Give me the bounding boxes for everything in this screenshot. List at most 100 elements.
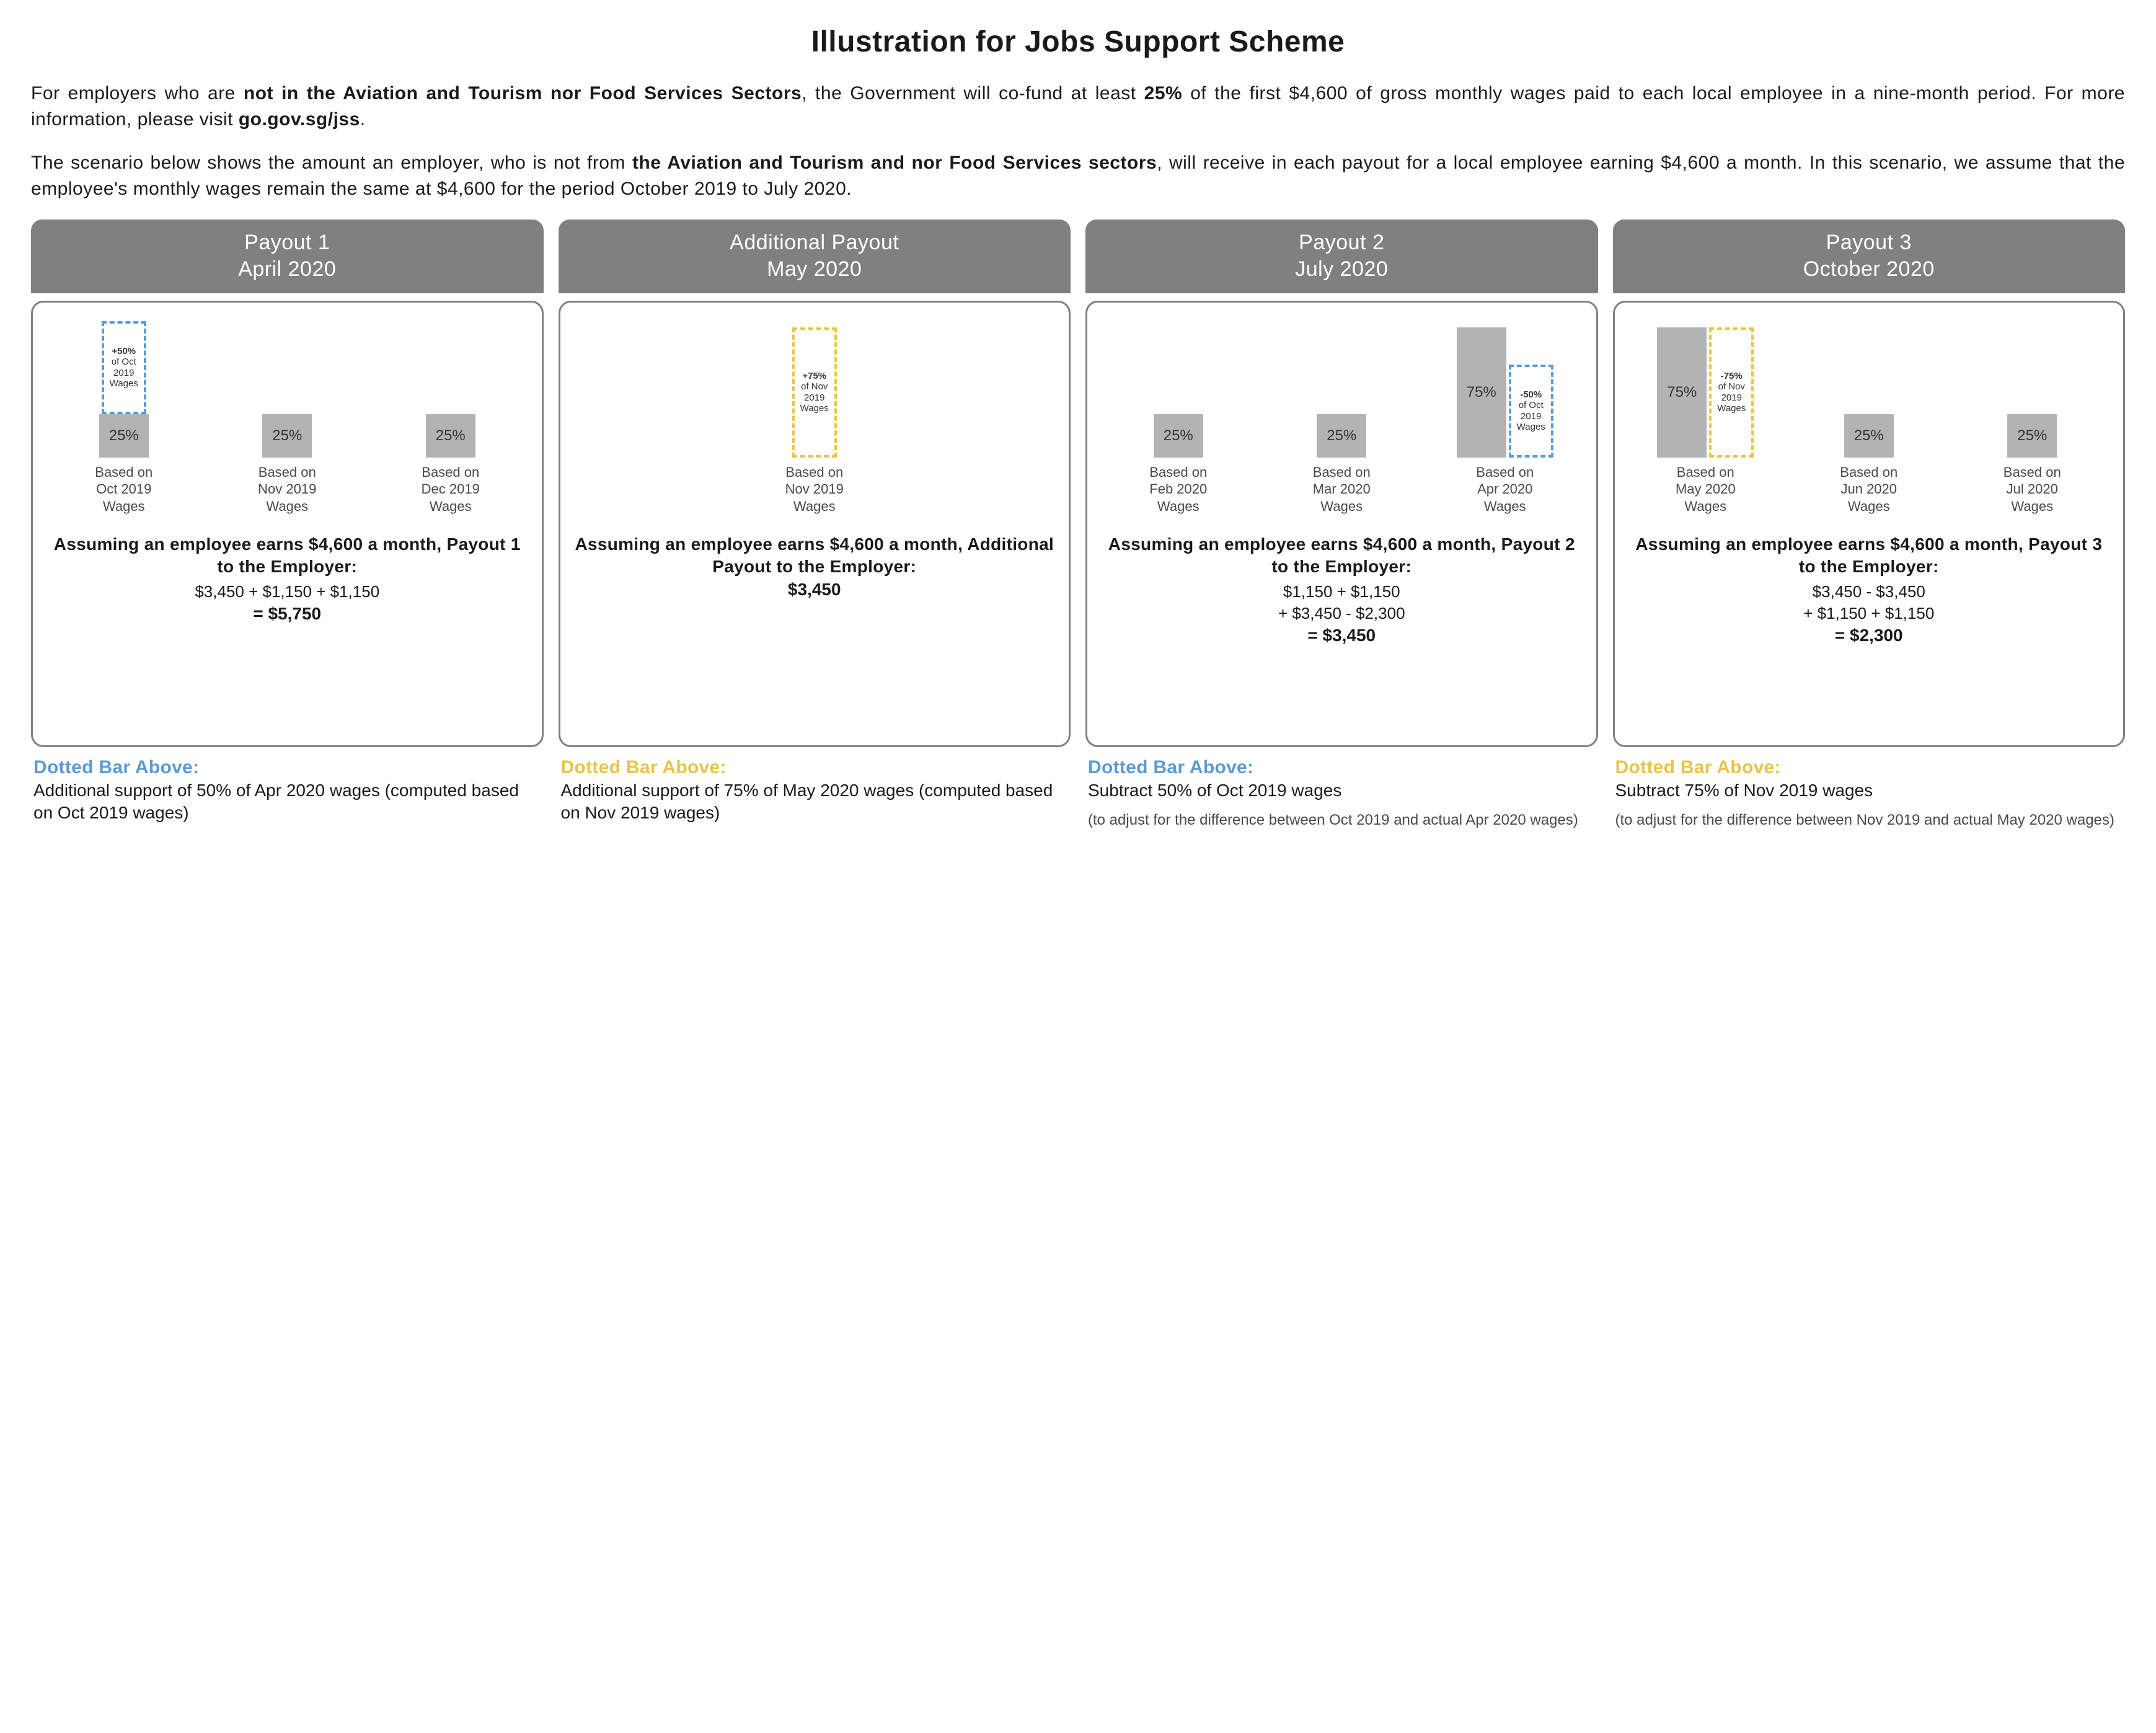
bar-group: 75%-50%of Oct2019Wages Based onApr 2020Wa… (1425, 309, 1585, 515)
bar-basis-label: Based onMay 2020Wages (1676, 464, 1736, 515)
bar: 25% (262, 414, 312, 458)
dotted-overlay: +50%of Oct2019Wages (102, 321, 146, 414)
calc-heading: Assuming an employee earns $4,600 a mont… (1626, 533, 2113, 578)
bar: 25% (99, 414, 149, 458)
panel-header-line2: April 2020 (36, 256, 539, 283)
footnote: Dotted Bar Above:Subtract 50% of Oct 201… (1085, 757, 1598, 830)
footnote-sub: (to adjust for the difference between No… (1615, 810, 2123, 830)
bar-stack: 25% (262, 309, 312, 458)
panel-header-line2: May 2020 (563, 256, 1066, 283)
footnote-body: Subtract 50% of Oct 2019 wages (1088, 779, 1596, 802)
intro-link: go.gov.sg/jss (239, 109, 360, 130)
intro-paragraph-1: For employers who are not in the Aviatio… (31, 81, 2125, 133)
calc-result: $3,450 (572, 580, 1058, 600)
calculation-block: Assuming an employee earns $4,600 a mont… (1626, 533, 2113, 645)
intro-text: For employers who are (31, 83, 244, 104)
panel-box: 25% Based onFeb 2020Wages 25% Based onMar 2… (1085, 301, 1598, 747)
footnote-sub: (to adjust for the difference between Oc… (1088, 810, 1596, 830)
panel-column: Payout 1April 2020+50%of Oct2019Wages25%… (31, 219, 544, 830)
panel-header: Payout 1April 2020 (31, 219, 544, 293)
panel-header-line1: Payout 2 (1090, 229, 1593, 256)
panel-header-line2: October 2020 (1618, 256, 2121, 283)
bar: 25% (1317, 414, 1366, 458)
panel-box: +50%of Oct2019Wages25%Based onOct 2019Wa… (31, 301, 544, 747)
bar-stack: 25% (426, 309, 475, 458)
panel-column: Payout 2July 2020 25% Based onFeb 2020Wage… (1085, 219, 1598, 830)
bar-stack: +75%of Nov2019Wages (792, 309, 837, 458)
bar-group: 25% Based onNov 2019Wages (208, 309, 368, 515)
bar-basis-label: Based onFeb 2020Wages (1149, 464, 1207, 515)
bar: 25% (1844, 414, 1894, 458)
calc-result: = $5,750 (44, 604, 531, 624)
bar-basis-label: Based onNov 2019Wages (258, 464, 316, 515)
panel-header-line2: July 2020 (1090, 256, 1593, 283)
panel-column: Payout 3October 2020 75%-75%of Nov2019Wag… (1613, 219, 2126, 830)
intro-text: The scenario below shows the amount an e… (31, 153, 632, 173)
footnote-body: Additional support of 75% of May 2020 wa… (561, 779, 1069, 825)
chart-area: +75%of Nov2019Wages Based onNov 2019Wages (572, 316, 1058, 515)
footnote-title: Dotted Bar Above: (1088, 757, 1596, 778)
footnote: Dotted Bar Above:Additional support of 7… (559, 757, 1071, 825)
bar: 25% (2007, 414, 2057, 458)
calculation-block: Assuming an employee earns $4,600 a mont… (1098, 533, 1585, 645)
footnote-title: Dotted Bar Above: (33, 757, 541, 778)
calculation-block: Assuming an employee earns $4,600 a mont… (572, 533, 1058, 600)
chart-area: +50%of Oct2019Wages25%Based onOct 2019Wa… (44, 316, 531, 515)
bar-group: 25% Based onMar 2020Wages (1262, 309, 1422, 515)
footnote-body: Additional support of 50% of Apr 2020 wa… (33, 779, 541, 825)
panel-header: Payout 2July 2020 (1085, 219, 1598, 293)
intro-bold: not in the Aviation and Tourism nor Food… (244, 83, 802, 104)
panel-header-line1: Additional Payout (563, 229, 1066, 256)
footnote-title: Dotted Bar Above: (561, 757, 1069, 778)
calc-heading: Assuming an employee earns $4,600 a mont… (572, 533, 1058, 578)
bar-group: 75%-75%of Nov2019Wages Based onMay 2020Wa… (1626, 309, 1786, 515)
bar: 75% (1457, 327, 1506, 458)
bar-group: 25% Based onDec 2019Wages (371, 309, 531, 515)
panel-header: Payout 3October 2020 (1613, 219, 2126, 293)
intro-text: . (360, 109, 366, 130)
bar: 25% (1154, 414, 1203, 458)
calc-result: = $2,300 (1626, 626, 2113, 645)
calculation-block: Assuming an employee earns $4,600 a mont… (44, 533, 531, 624)
bar-stack: 25% (1154, 309, 1203, 458)
bar-group: +75%of Nov2019Wages Based onNov 2019Wages (572, 309, 1058, 515)
bar-stack: 75%-75%of Nov2019Wages (1657, 309, 1754, 458)
panel-header-line1: Payout 1 (36, 229, 539, 256)
footnote: Dotted Bar Above:Additional support of 5… (31, 757, 544, 825)
bar-basis-label: Based onApr 2020Wages (1476, 464, 1534, 515)
bar-stack: 25% (1844, 309, 1894, 458)
footnote: Dotted Bar Above:Subtract 75% of Nov 201… (1613, 757, 2126, 830)
panels-grid: Payout 1April 2020+50%of Oct2019Wages25%… (31, 219, 2125, 830)
dotted-overlay: -75%of Nov2019Wages (1709, 327, 1754, 458)
bar-basis-label: Based onJul 2020Wages (2004, 464, 2061, 515)
calc-lines: $1,150 + $1,150+ $3,450 - $2,300 (1098, 581, 1585, 624)
bar-group: 25% Based onJun 2020Wages (1789, 309, 1949, 515)
bar-stack: 25% (1317, 309, 1366, 458)
footnote-body: Subtract 75% of Nov 2019 wages (1615, 779, 2123, 802)
bar-basis-label: Based onDec 2019Wages (422, 464, 480, 515)
intro-text: , the Government will co-fund at least (802, 83, 1144, 104)
bar: 75% (1657, 327, 1707, 458)
bar-group: 25% Based onJul 2020Wages (1953, 309, 2113, 515)
bar-basis-label: Based onJun 2020Wages (1840, 464, 1898, 515)
bar-stack: +50%of Oct2019Wages25% (99, 309, 149, 458)
panel-header-line1: Payout 3 (1618, 229, 2121, 256)
footnote-title: Dotted Bar Above: (1615, 757, 2123, 778)
bar-basis-label: Based onMar 2020Wages (1313, 464, 1371, 515)
calc-heading: Assuming an employee earns $4,600 a mont… (44, 533, 531, 578)
calc-lines: $3,450 - $3,450+ $1,150 + $1,150 (1626, 581, 2113, 624)
bar-group: 25% Based onFeb 2020Wages (1098, 309, 1258, 515)
panel-column: Additional PayoutMay 2020 +75%of Nov2019W… (559, 219, 1071, 830)
bar-stack: 75%-50%of Oct2019Wages (1457, 309, 1553, 458)
chart-area: 75%-75%of Nov2019Wages Based onMay 2020Wa… (1626, 316, 2113, 515)
intro-paragraph-2: The scenario below shows the amount an e… (31, 150, 2125, 202)
page-title: Illustration for Jobs Support Scheme (31, 25, 2125, 59)
dotted-overlay: -50%of Oct2019Wages (1509, 365, 1553, 458)
bar-basis-label: Based onNov 2019Wages (785, 464, 844, 515)
bar-group: +50%of Oct2019Wages25%Based onOct 2019Wa… (44, 309, 204, 515)
calc-lines: $3,450 + $1,150 + $1,150 (44, 581, 531, 603)
panel-box: 75%-75%of Nov2019Wages Based onMay 2020Wa… (1613, 301, 2126, 747)
dotted-overlay: +75%of Nov2019Wages (792, 327, 837, 458)
calc-heading: Assuming an employee earns $4,600 a mont… (1098, 533, 1585, 578)
intro-block: For employers who are not in the Aviatio… (31, 81, 2125, 202)
